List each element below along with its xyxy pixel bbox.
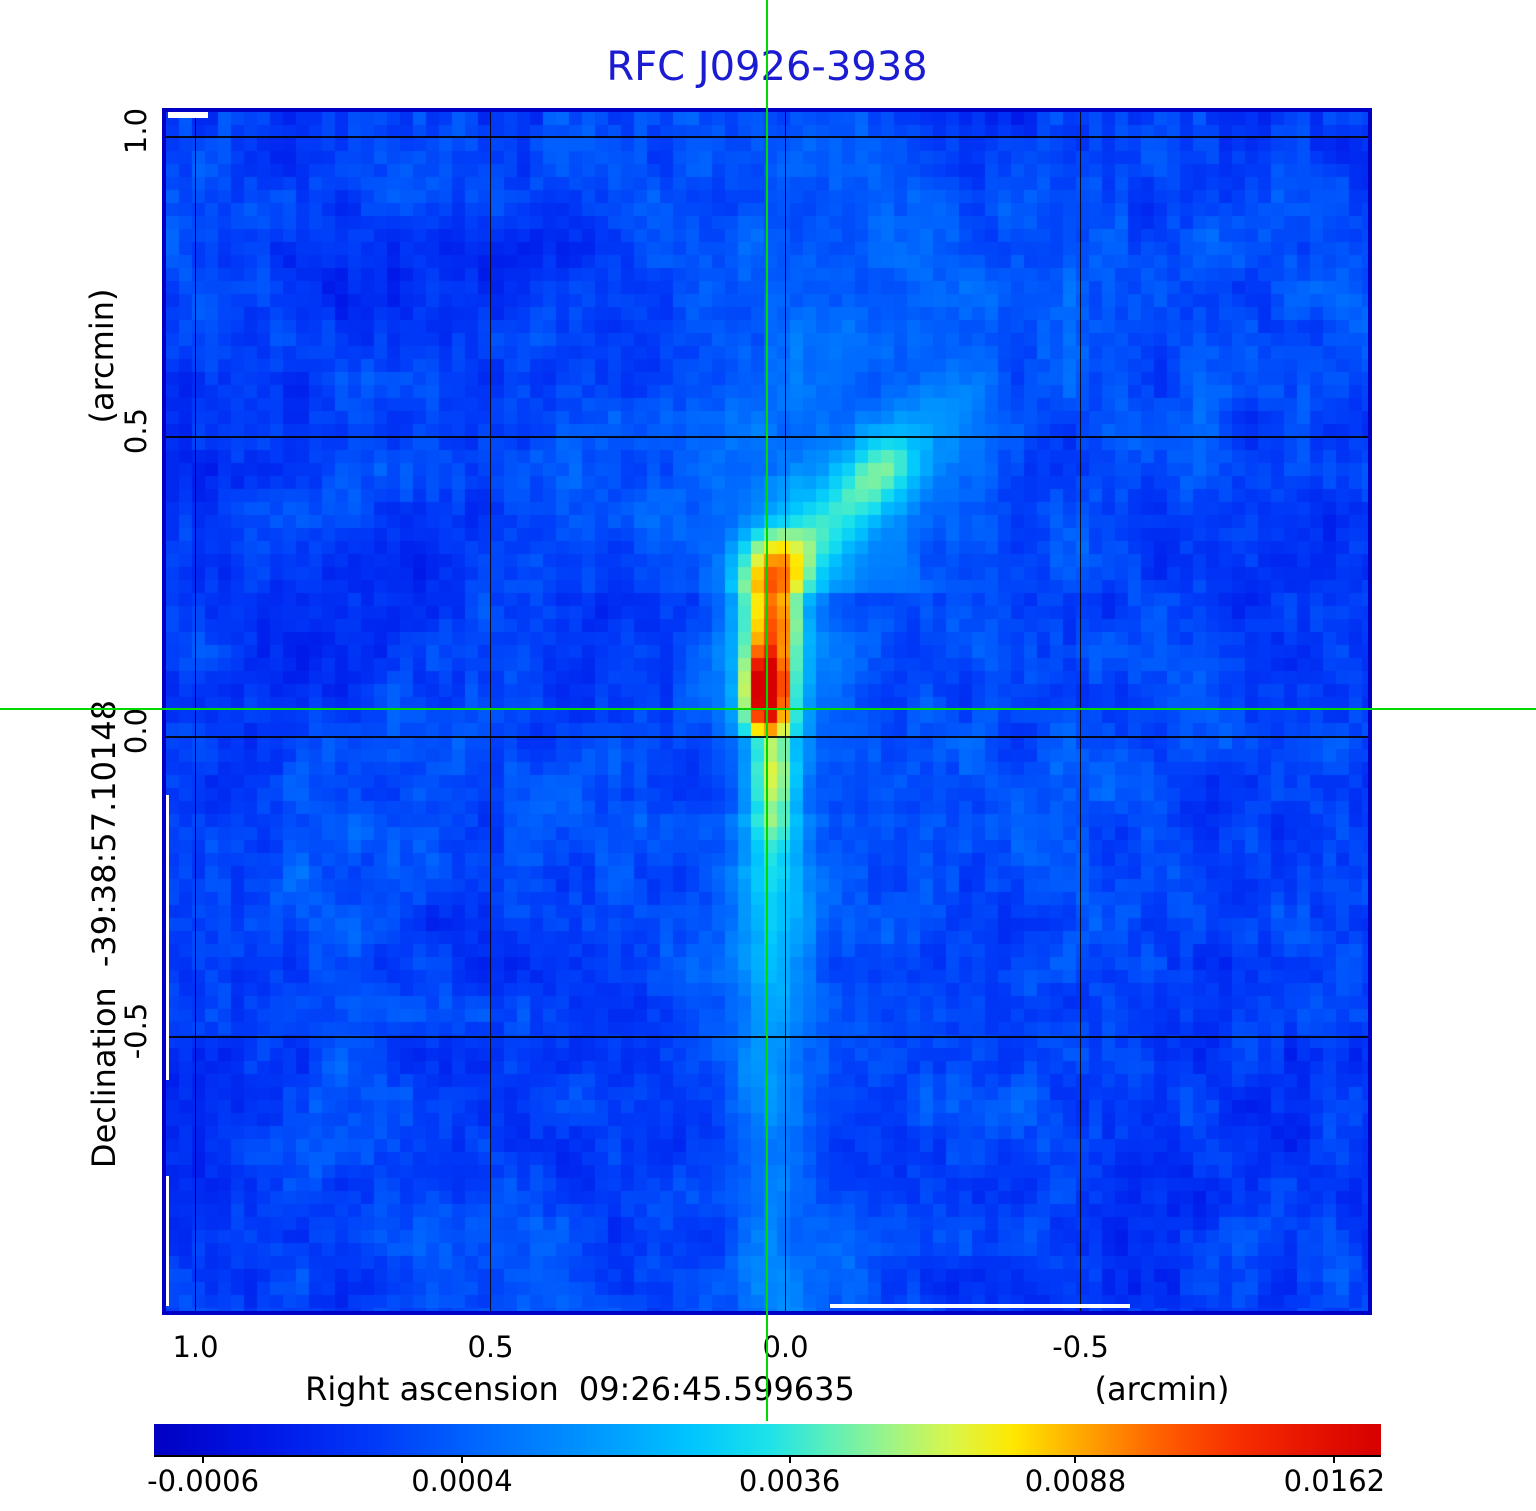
x-axis-name: Right ascension [305,1370,559,1408]
gridline-vertical [489,112,492,1311]
colorbar [154,1424,1381,1457]
x-axis-title: Right ascension 09:26:45.599635 [305,1370,855,1408]
colorbar-tick-mark [1333,1456,1336,1463]
edge-artifact [168,112,208,118]
colorbar-tick-mark [202,1456,205,1463]
colorbar-tick-label: 0.0004 [411,1464,513,1498]
x-tick-label: 0.0 [762,1330,809,1364]
colorbar-tick-mark [1074,1456,1077,1463]
y-axis-coordinate: -39:38:57.10148 [85,699,123,968]
crosshair-vertical-line [766,0,768,1421]
colorbar-tick-label: 0.0036 [738,1464,841,1498]
colorbar-tick-label: 0.0088 [1024,1464,1127,1498]
gridline-vertical [784,112,787,1311]
colorbar-tick-label: -0.0006 [147,1464,260,1498]
edge-artifact [166,795,169,1080]
colorbar-tick-mark [460,1456,463,1463]
y-tick-label: 0.5 [119,407,153,455]
gridline-vertical [194,112,197,1311]
y-axis-name: Declination [85,987,123,1169]
edge-artifact [166,1176,169,1306]
y-axis-unit-label: (arcmin) [83,288,121,424]
x-tick-label: 1.0 [172,1330,219,1364]
crosshair-horizontal-line [0,708,1536,710]
y-tick-label: 1.0 [119,107,153,155]
y-tick-label: -0.5 [119,1002,153,1060]
colorbar-tick-label: 0.0162 [1283,1464,1386,1498]
edge-artifact [830,1304,1130,1308]
x-tick-label: 0.5 [467,1330,514,1364]
colorbar-tick-mark [788,1456,791,1463]
y-tick-label: 0.0 [119,707,153,755]
y-axis-title: Declination -39:38:57.10148 [85,700,123,1168]
x-axis-unit-label: (arcmin) [1094,1370,1230,1408]
gridline-vertical [1079,112,1082,1311]
x-axis-coordinate: 09:26:45.599635 [578,1370,855,1408]
x-tick-label: -0.5 [1052,1330,1109,1364]
